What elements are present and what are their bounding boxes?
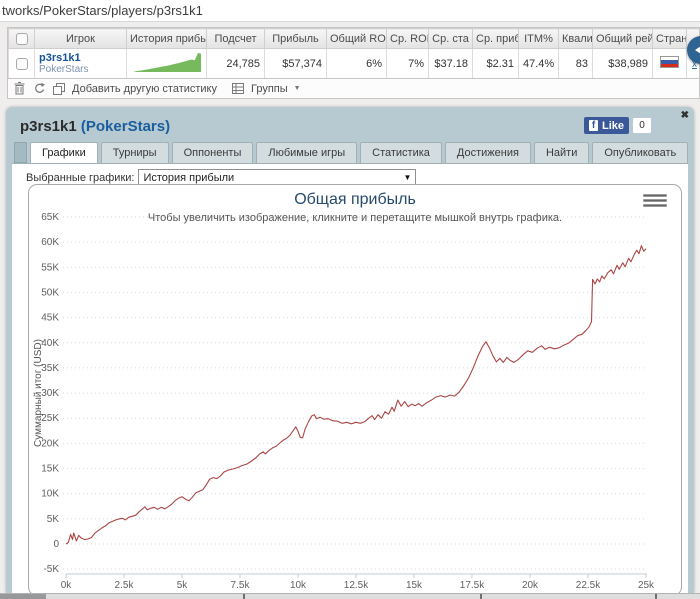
col-avg-stake[interactable]: Ср. ста	[428, 28, 473, 49]
svg-text:Суммарный итог (USD): Суммарный итог (USD)	[33, 339, 44, 447]
svg-text:55K: 55K	[41, 262, 59, 273]
cell-profit: $57,374	[264, 48, 327, 78]
svg-text:25K: 25K	[41, 413, 59, 424]
svg-text:50K: 50K	[41, 287, 59, 298]
col-quali[interactable]: Квали	[558, 28, 593, 49]
trash-icon[interactable]	[12, 82, 26, 96]
tab-charts[interactable]: Графики	[30, 142, 98, 163]
feedback-float-button[interactable]	[687, 36, 700, 64]
tab-favorite-games[interactable]: Любимые игры	[256, 142, 358, 163]
svg-text:10K: 10K	[41, 489, 59, 500]
svg-text:30K: 30K	[41, 388, 59, 399]
tab-find[interactable]: Найти	[533, 142, 590, 163]
svg-text:15k: 15k	[406, 580, 423, 591]
svg-text:2.5k: 2.5k	[115, 580, 135, 591]
cutoff-bottom-strip	[0, 593, 700, 599]
chart-select-value: История прибыли	[143, 171, 235, 184]
cell-avg-profit: $2.31	[472, 48, 519, 78]
groups-button[interactable]: Группы	[251, 82, 288, 95]
col-player[interactable]: Игрок	[34, 28, 127, 49]
tab-bar: Графики Турниры Оппоненты Любимые игры С…	[14, 142, 691, 163]
svg-text:10k: 10k	[290, 580, 307, 591]
svg-text:17.5k: 17.5k	[460, 580, 485, 591]
chart-title: Общая прибыль	[294, 191, 416, 208]
address-bar-text: tworks/PokerStars/players/p3rs1k1	[2, 3, 203, 18]
cell-quali: 83	[558, 48, 593, 78]
groups-icon	[231, 82, 245, 96]
panel-close-icon[interactable]: ✖	[680, 110, 689, 121]
tab-opponents[interactable]: Оппоненты	[171, 142, 254, 163]
address-bar[interactable]: tworks/PokerStars/players/p3rs1k1	[0, 0, 700, 22]
player-network: PokerStars	[39, 64, 89, 75]
remove-row-link[interactable]: x	[692, 58, 697, 70]
svg-text:0: 0	[53, 539, 59, 550]
col-profit[interactable]: Прибыль	[264, 28, 327, 49]
facebook-icon: f	[588, 120, 598, 131]
svg-text:5K: 5K	[47, 514, 60, 525]
player-stats-table: Игрок История прибыл Подсчет Прибыль Общ…	[7, 27, 700, 79]
russia-flag-icon	[660, 56, 679, 68]
chart-subtitle: Чтобы увеличить изображение, кликните и …	[147, 212, 563, 224]
facebook-like-widget: f Like 0	[583, 117, 652, 134]
svg-text:5k: 5k	[177, 580, 189, 591]
col-avg-profit[interactable]: Ср. приб	[472, 28, 519, 49]
page-title: p3rs1k1 (PokerStars)	[20, 118, 170, 135]
svg-text:25k: 25k	[638, 580, 655, 591]
svg-text:15K: 15K	[41, 464, 59, 475]
player-panel: ✖ p3rs1k1 (PokerStars) f Like 0 Графики …	[6, 107, 694, 593]
svg-text:12.5k: 12.5k	[344, 580, 369, 591]
cell-itm: 47.4%	[518, 48, 559, 78]
collapse-tabs-button[interactable]	[14, 142, 27, 163]
profit-chart-svg: -5K 0 5K 10K 15K 20K 25K 30K 35K 40K 45K 50K 55K 60K 6…	[33, 212, 655, 591]
col-avg-roi[interactable]: Ср. ROI	[386, 28, 429, 49]
panel-player-name: p3rs1k1	[20, 118, 77, 135]
col-profit-history[interactable]: История прибыл	[126, 28, 207, 49]
tab-statistics[interactable]: Статистика	[360, 142, 442, 163]
svg-text:20K: 20K	[41, 438, 59, 449]
table-row: p3rs1k1 PokerStars 24,785 $57,374 6% 7% …	[8, 48, 699, 78]
cell-avg-stake: $37.18	[428, 48, 473, 78]
col-total-rake[interactable]: Общий рей	[592, 28, 653, 49]
tab-tournaments[interactable]: Турниры	[100, 142, 169, 163]
svg-text:7.5k: 7.5k	[231, 580, 251, 591]
col-itm[interactable]: ITM%	[518, 28, 559, 49]
table-toolbar: Добавить другую статистику Группы ▼	[7, 79, 700, 99]
cell-count: 24,785	[206, 48, 265, 78]
svg-text:0k: 0k	[61, 580, 73, 591]
facebook-like-count: 0	[632, 117, 652, 134]
player-link[interactable]: p3rs1k1	[39, 52, 81, 64]
tab-publish[interactable]: Опубликовать	[592, 142, 689, 163]
svg-text:-5K: -5K	[43, 564, 59, 575]
col-total-roi[interactable]: Общий RO	[326, 28, 387, 49]
svg-text:35K: 35K	[41, 363, 59, 374]
profit-sparkline[interactable]	[131, 50, 203, 74]
select-all-checkbox[interactable]	[15, 32, 28, 45]
row-checkbox[interactable]	[15, 57, 28, 70]
svg-text:65K: 65K	[41, 212, 59, 223]
svg-text:60K: 60K	[41, 237, 59, 248]
profit-chart[interactable]: -5K 0 5K 10K 15K 20K 25K 30K 35K 40K 45K 50K 55K 60K 6…	[28, 184, 682, 593]
svg-text:20k: 20k	[522, 580, 539, 591]
add-statistic-icon[interactable]	[52, 82, 66, 96]
selected-charts-label: Выбранные графики:	[26, 171, 135, 184]
cell-total-roi: 6%	[326, 48, 387, 78]
groups-caret-icon: ▼	[293, 85, 301, 92]
tab-achievements[interactable]: Достижения	[444, 142, 531, 163]
facebook-like-button[interactable]: f Like	[583, 117, 629, 134]
cell-avg-roi: 7%	[386, 48, 429, 78]
cell-total-rake: $38,989	[592, 48, 653, 78]
refresh-icon[interactable]	[32, 82, 46, 96]
add-statistic-button[interactable]: Добавить другую статистику	[72, 82, 217, 95]
charts-tab-content: Выбранные графики: История прибыли ▼ -5K…	[12, 163, 688, 593]
svg-text:40K: 40K	[41, 338, 59, 349]
export-menu-icon[interactable]	[643, 192, 667, 209]
table-header-row: Игрок История прибыл Подсчет Прибыль Общ…	[8, 28, 699, 49]
col-country[interactable]: Стран.	[652, 28, 687, 49]
col-count[interactable]: Подсчет	[206, 28, 265, 49]
svg-text:45K: 45K	[41, 313, 59, 324]
svg-text:22.5k: 22.5k	[576, 580, 601, 591]
chevron-down-icon: ▼	[403, 173, 412, 182]
panel-network-name: (PokerStars)	[80, 118, 171, 135]
